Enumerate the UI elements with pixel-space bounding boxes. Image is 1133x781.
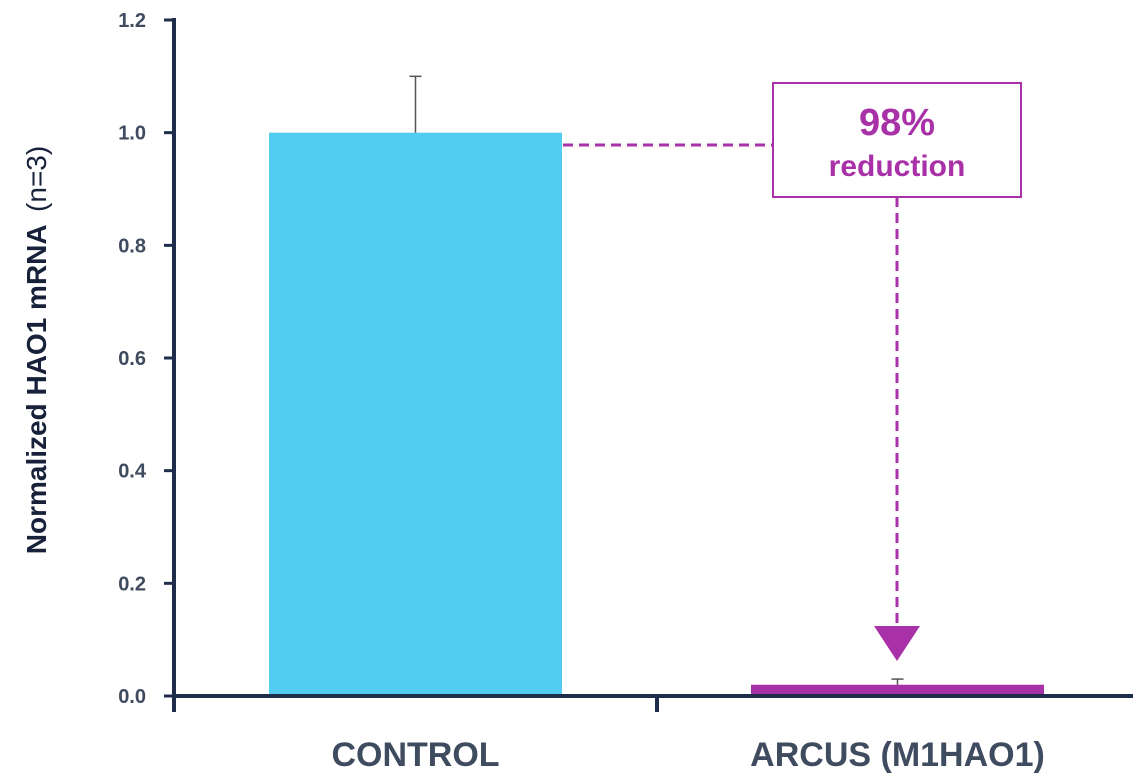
y-tick-label: 1.0	[118, 123, 146, 145]
annotation-value: 98%	[859, 102, 935, 144]
category-label: CONTROL	[331, 736, 499, 774]
y-axis-label-sub: (n=3)	[21, 146, 52, 212]
bar-control	[269, 132, 562, 696]
annotation-box	[772, 82, 1022, 198]
y-tick-label: 0.0	[118, 686, 146, 708]
category-label: ARCUS (M1HAO1)	[750, 736, 1045, 774]
y-tick-label: 0.8	[118, 235, 146, 257]
annotation-arrow-head	[874, 626, 920, 661]
y-tick-label: 0.2	[118, 573, 146, 595]
y-axis-ticks: 0.0 0.2 0.4 0.6 0.8 1.0 1.2	[118, 10, 174, 708]
error-bars	[409, 75, 904, 685]
y-axis-label-main: Normalized HAO1 mRNA	[21, 224, 52, 554]
bar-arcus	[751, 684, 1044, 696]
category-labels: CONTROL ARCUS (M1HAO1)	[331, 736, 1044, 774]
y-tick-label: 0.6	[118, 348, 146, 370]
annotation-label: reduction	[829, 150, 966, 183]
y-axis-label: Normalized HAO1 mRNA (n=3)	[21, 146, 52, 554]
y-tick-label: 1.2	[118, 10, 146, 32]
bars	[269, 132, 1044, 696]
y-tick-label: 0.4	[118, 461, 147, 483]
